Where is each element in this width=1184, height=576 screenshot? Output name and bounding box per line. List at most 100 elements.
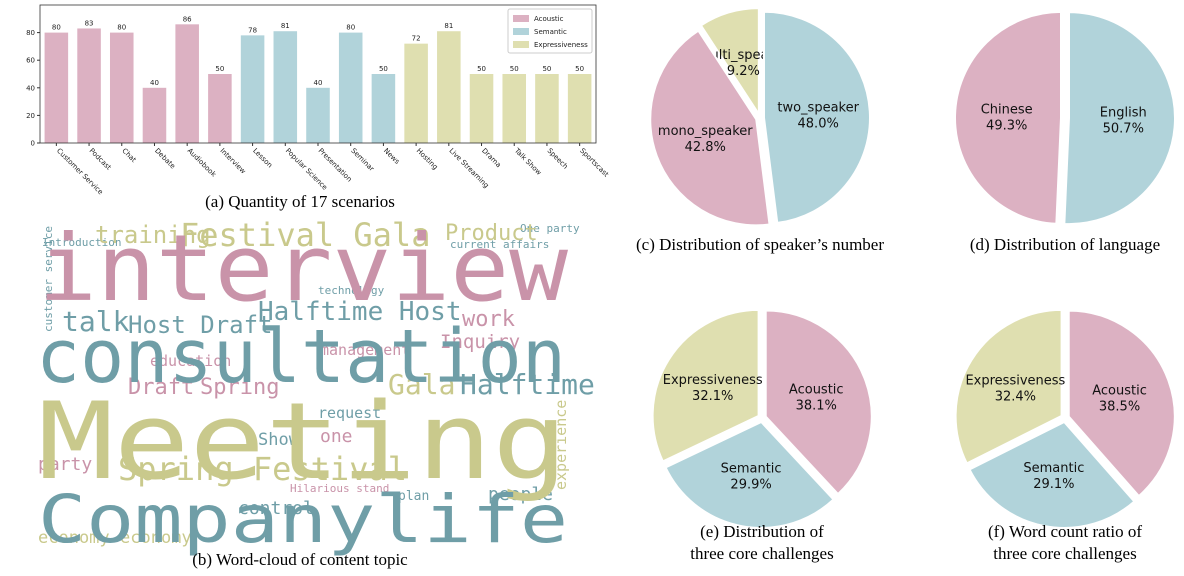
word: Inquiry: [440, 331, 520, 353]
bar-label: 80: [52, 24, 61, 32]
pie-slice: [699, 7, 760, 118]
bar: [240, 35, 265, 143]
slice-value: 42.8%: [685, 140, 726, 155]
x-tick-label: Drama: [480, 147, 502, 169]
pie-slice: [1067, 309, 1176, 498]
slice-value: 9.2%: [727, 64, 760, 79]
bar-label: 50: [510, 65, 519, 73]
word: education: [150, 352, 231, 370]
slice-value: 38.5%: [1099, 399, 1140, 414]
slice-label: Expressiveness: [663, 373, 763, 388]
word: management: [320, 341, 410, 359]
x-tick-label: Speech: [546, 147, 570, 171]
slice-value: 32.1%: [692, 389, 733, 404]
word: Hilarious stand: [290, 482, 389, 495]
slice-value: 29.9%: [730, 477, 771, 492]
x-tick-label: Audiobook: [186, 147, 218, 179]
bar: [77, 28, 101, 143]
word: current affairs: [450, 238, 549, 251]
legend-swatch: [513, 28, 529, 35]
bar: [142, 87, 167, 143]
word: work: [462, 307, 515, 332]
x-tick-label: Sportscast: [578, 147, 610, 179]
bar: [469, 74, 494, 143]
bar-label: 80: [117, 24, 126, 32]
x-tick-label: Talk Show: [512, 146, 543, 177]
pie-slice: [954, 10, 1062, 225]
x-tick-label: Interview: [218, 147, 247, 176]
plot-frame: [39, 4, 597, 144]
bar: [175, 24, 199, 143]
slice-value: 32.4%: [995, 389, 1036, 404]
x-tick-label: Podcast: [88, 147, 113, 172]
word: Introduction: [42, 236, 121, 249]
bar-label: 40: [150, 79, 159, 87]
bar-label: 80: [346, 24, 355, 32]
y-tick-label: 40: [26, 84, 35, 92]
bar: [437, 31, 461, 143]
slice-value: 50.7%: [1103, 121, 1144, 136]
bar: [338, 32, 363, 143]
slice-label: Semantic: [721, 461, 782, 476]
caption: (a) Quantity of 17 scenarios: [205, 192, 395, 211]
y-tick-label: 20: [26, 112, 35, 120]
pie-slice: [1063, 11, 1176, 226]
pie-slice: [954, 308, 1063, 465]
caption: (b) Word-cloud of content topic: [192, 550, 408, 569]
slice-label: Acoustic: [1092, 383, 1147, 398]
legend-label: Expressiveness: [534, 41, 588, 49]
word: interview: [38, 215, 569, 322]
bar: [404, 43, 428, 143]
caption: (c) Distribution of speaker’s number: [636, 235, 884, 254]
bar: [44, 32, 69, 143]
bar-label: 50: [379, 65, 388, 73]
bar: [535, 74, 559, 143]
word: consultation: [36, 314, 566, 400]
pie-slice: [651, 308, 760, 463]
slice-label: Chinese: [981, 103, 1033, 118]
pie-slice: [664, 420, 835, 529]
caption: three core challenges: [993, 544, 1136, 563]
word: economy: [120, 528, 192, 548]
bar-label: 50: [542, 65, 551, 73]
word: one: [320, 426, 353, 447]
word: Host Draft: [128, 311, 273, 339]
word: economy: [38, 528, 110, 548]
bar-label: 81: [281, 22, 290, 30]
pie-slice: [968, 420, 1136, 529]
caption: (d) Distribution of language: [970, 235, 1160, 254]
x-tick-label: Debate: [153, 147, 177, 171]
x-tick-label: News: [382, 147, 401, 166]
word: Show: [258, 430, 300, 450]
word: Draft: [128, 375, 194, 400]
word: Gala: [388, 368, 455, 401]
legend-label: Acoustic: [534, 15, 564, 23]
x-tick-label: Hosting: [415, 147, 440, 172]
slice-label: English: [1100, 105, 1147, 120]
slice-label: Expressiveness: [965, 373, 1065, 388]
word: request: [318, 404, 381, 422]
bar-label: 78: [248, 26, 257, 34]
x-tick-label: Lesson: [251, 147, 274, 170]
bar-label: 50: [477, 65, 486, 73]
word: plan: [398, 489, 429, 504]
x-tick-label: Seminar: [349, 147, 375, 173]
word: talk: [62, 305, 130, 338]
slice-value: 38.1%: [796, 399, 837, 414]
slice-label: mono_speaker: [658, 124, 753, 139]
legend-swatch: [513, 41, 529, 48]
word: Spring Festival: [118, 450, 407, 488]
word: people: [488, 484, 553, 505]
bar-label: 83: [85, 19, 94, 27]
word: Halftime Host: [258, 297, 462, 327]
pie-slice: [762, 10, 871, 225]
legend-swatch: [513, 15, 529, 22]
caption: three core challenges: [690, 544, 833, 563]
y-tick-label: 80: [26, 29, 35, 37]
slice-label: Semantic: [1023, 461, 1084, 476]
word: experience: [552, 400, 570, 490]
legend-label: Semantic: [534, 28, 567, 36]
bar: [306, 87, 330, 143]
bar-label: 86: [183, 15, 192, 23]
